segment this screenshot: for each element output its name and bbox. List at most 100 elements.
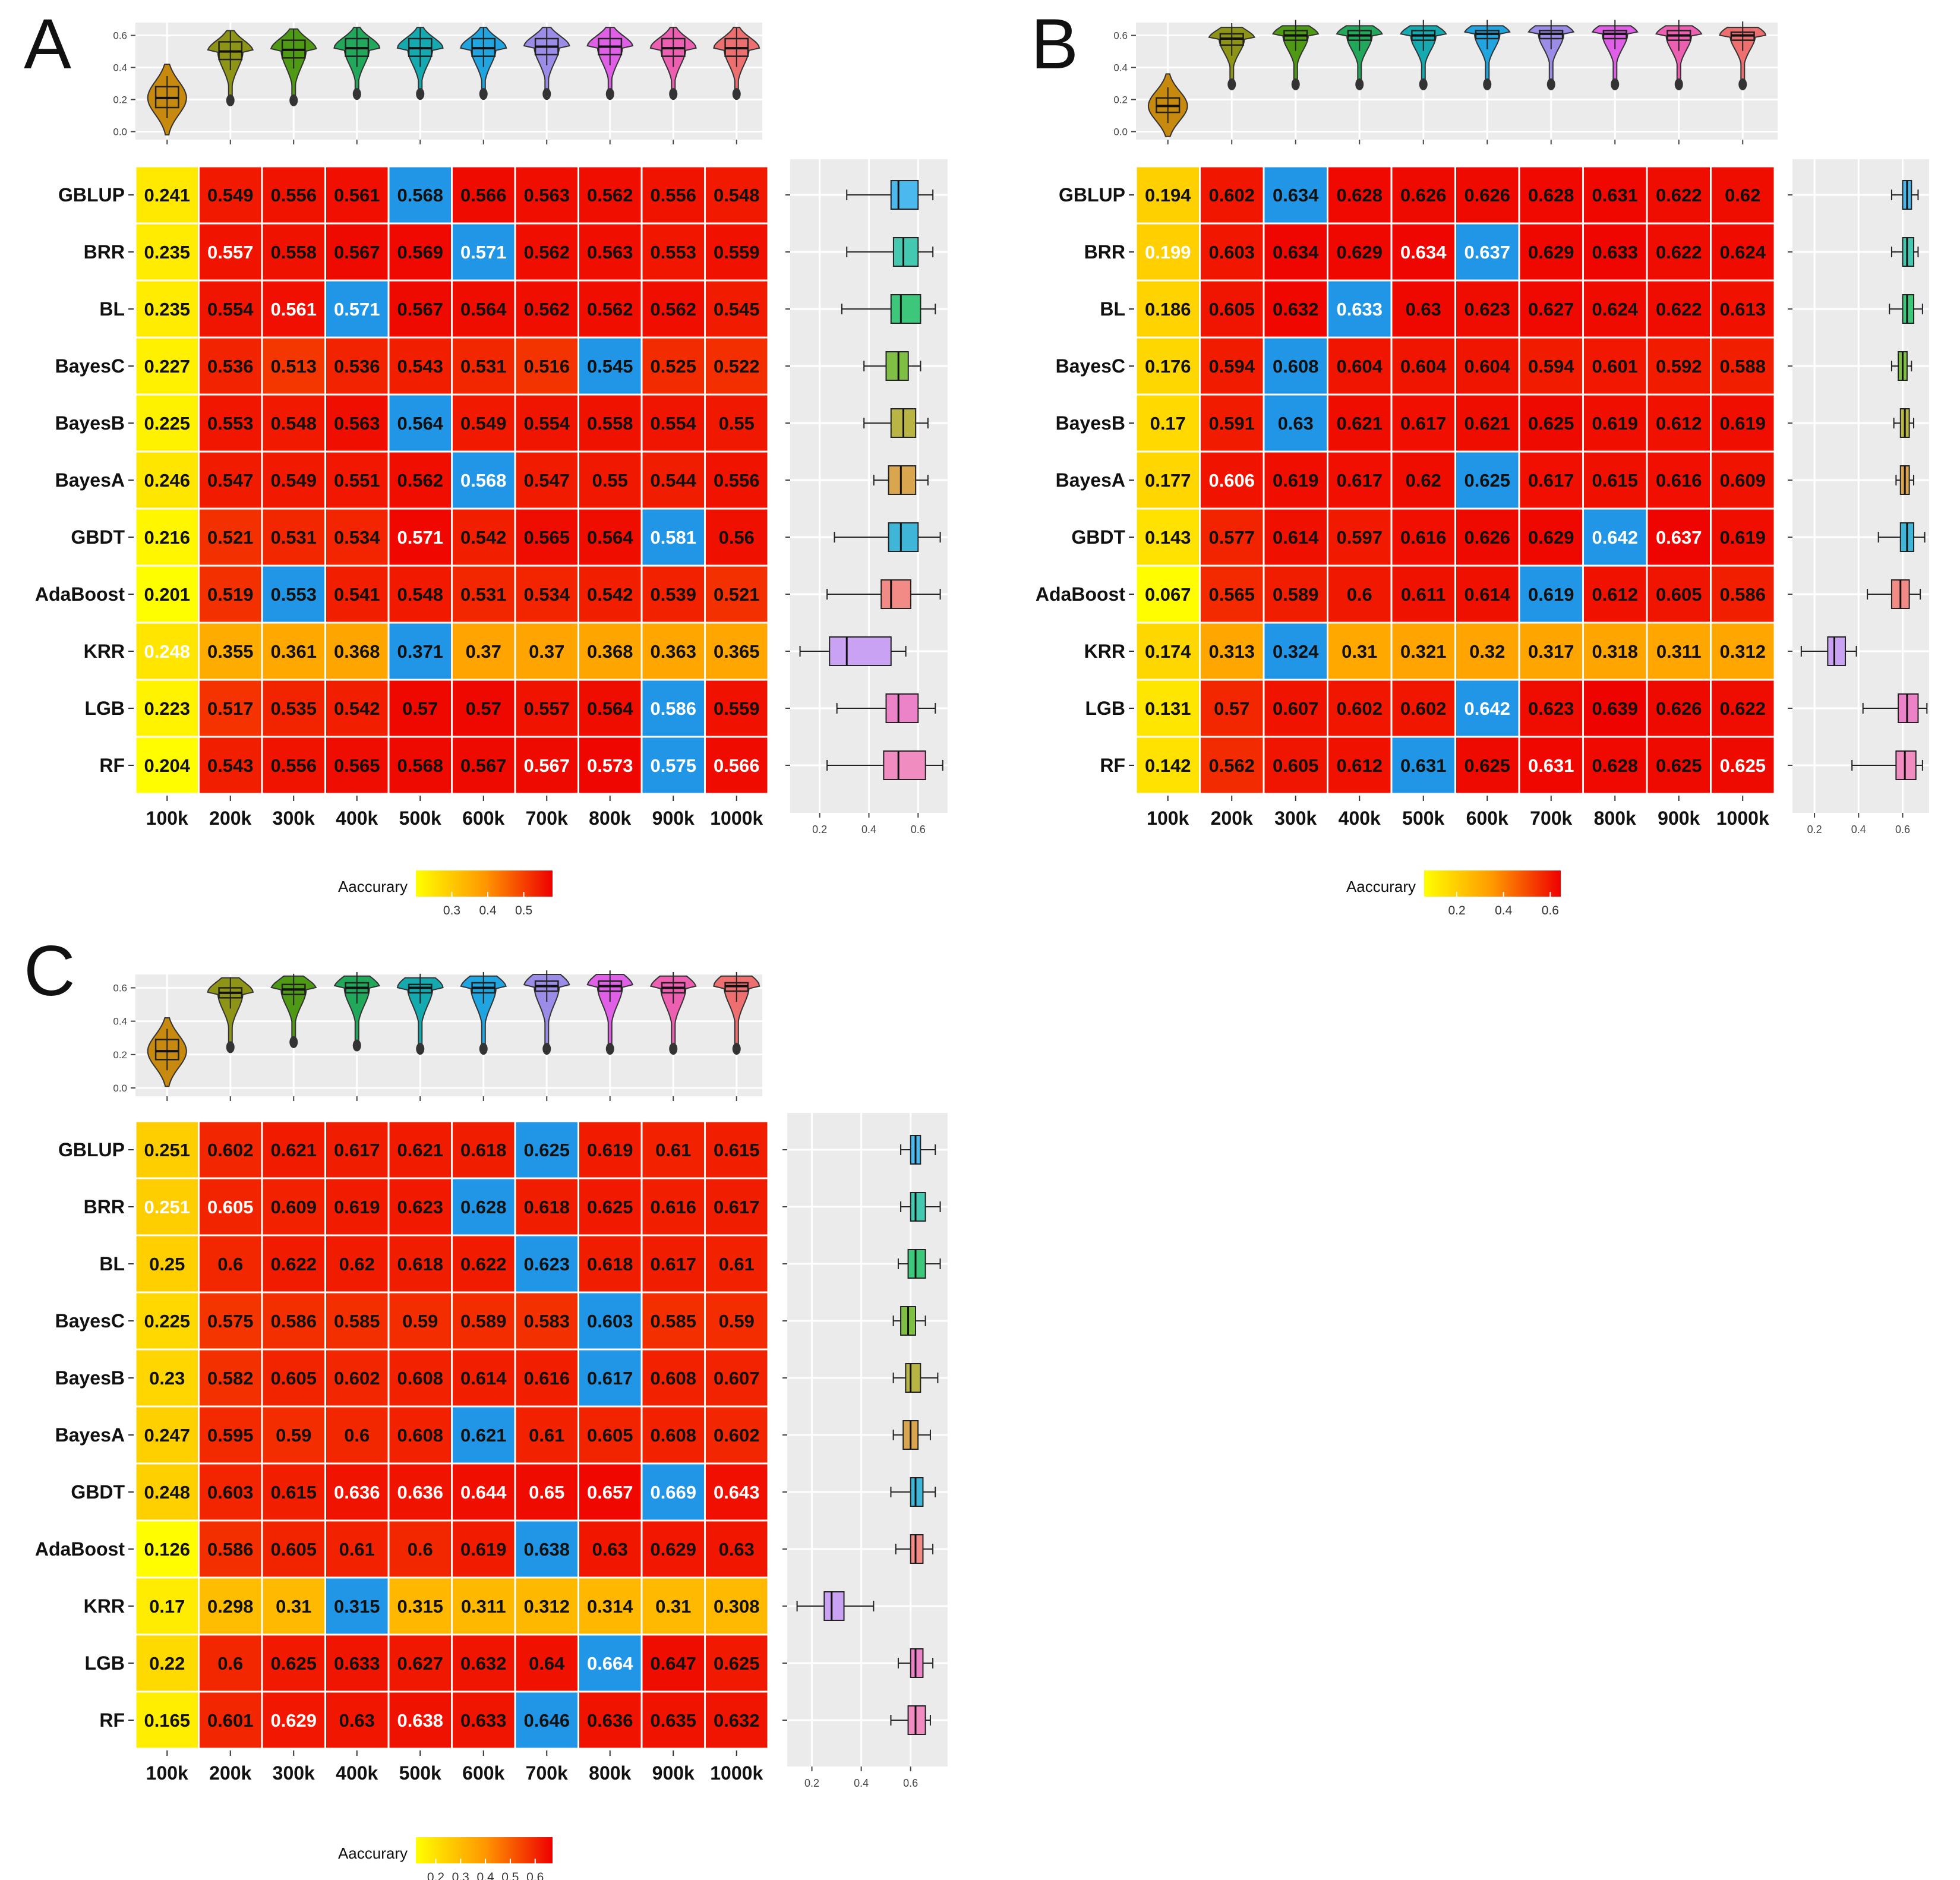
- heatmap-cell-label: 0.25: [149, 1254, 185, 1275]
- boxplot-box: [880, 579, 911, 609]
- heatmap-cell-label: 0.17: [1150, 413, 1186, 434]
- heatmap-cell-label: 0.59: [402, 1311, 438, 1332]
- column-label: 600k: [462, 1762, 504, 1784]
- heatmap-cell-label: 0.567: [460, 755, 507, 776]
- heatmap-cell: [1137, 281, 1199, 337]
- heatmap-cell-label: 0.567: [397, 299, 443, 320]
- heatmap-cell-label: 0.227: [144, 356, 190, 377]
- row-label: BayesB: [55, 412, 125, 434]
- heatmap-cell: [200, 566, 261, 622]
- heatmap-cell: [263, 509, 324, 565]
- heatmap-cell: [326, 395, 388, 451]
- heatmap-cell-label: 0.583: [523, 1311, 570, 1332]
- heatmap-cell-label: 0.626: [1464, 527, 1510, 548]
- heatmap-cell: [136, 1179, 198, 1235]
- heatmap-cell-label: 0.589: [1273, 584, 1319, 605]
- heatmap-cell: [1264, 680, 1327, 736]
- heatmap-cell: [1712, 338, 1774, 394]
- heatmap-cell: [1137, 338, 1199, 394]
- heatmap-cell: [1201, 623, 1263, 679]
- heatmap-cell-label: 0.165: [144, 1710, 190, 1731]
- heatmap-cell-label: 0.564: [587, 527, 633, 548]
- heatmap-cell-label: 0.553: [270, 584, 317, 605]
- heatmap-cell-label: 0.622: [1656, 299, 1702, 320]
- violin-outlier-tail: [226, 94, 235, 106]
- heatmap-cell: [516, 1521, 577, 1577]
- violin-outlier-tail: [1227, 78, 1236, 90]
- boxplot-box: [905, 1363, 921, 1393]
- heatmap-cell: [1392, 452, 1454, 508]
- row-label: BL: [99, 298, 125, 320]
- legend-colorbar: [416, 870, 553, 897]
- heatmap-cell: [200, 1521, 261, 1577]
- heatmap-cell: [579, 1179, 641, 1235]
- heatmap-cell: [1201, 566, 1263, 622]
- heatmap-cell: [1328, 566, 1391, 622]
- heatmap-cell-label: 0.312: [1719, 641, 1766, 662]
- heatmap-cell: [200, 1464, 261, 1520]
- heatmap-cell: [1456, 224, 1519, 280]
- heatmap-cell-label: 0.623: [1464, 299, 1510, 320]
- heatmap-cell: [453, 1293, 515, 1349]
- heatmap-cell: [1264, 737, 1327, 793]
- heatmap-cell: [389, 1521, 451, 1577]
- heatmap-cell: [1456, 509, 1519, 565]
- column-label: 300k: [273, 1762, 315, 1784]
- heatmap-cell: [1201, 167, 1263, 223]
- heatmap-cell: [516, 167, 577, 223]
- heatmap-cell: [706, 1122, 768, 1178]
- heatmap-cell: [200, 623, 261, 679]
- heatmap-cell-label: 0.368: [334, 641, 380, 662]
- heatmap-cell: [1392, 566, 1454, 622]
- heatmap-cell: [389, 1350, 451, 1406]
- violin-axis-tick-label: 0.6: [113, 30, 127, 42]
- violin-outlier-tail: [479, 88, 488, 100]
- heatmap-cell: [389, 1236, 451, 1292]
- heatmap-cell: [326, 1407, 388, 1463]
- heatmap-cell-label: 0.363: [650, 641, 696, 662]
- heatmap-cell-label: 0.567: [334, 242, 380, 263]
- heatmap-cell-label: 0.65: [529, 1482, 564, 1503]
- heatmap-cell-label: 0.614: [1464, 584, 1510, 605]
- heatmap-cell: [1647, 623, 1710, 679]
- heatmap-cell-label: 0.543: [397, 356, 443, 377]
- heatmap-cell-label: 0.607: [1273, 698, 1319, 719]
- heatmap-cell-label: 0.629: [270, 1710, 317, 1731]
- heatmap-cell: [1201, 509, 1263, 565]
- heatmap-cell: [706, 224, 768, 280]
- heatmap-cell: [453, 1464, 515, 1520]
- violin-outlier-tail: [1611, 78, 1620, 90]
- heatmap-cell-label: 0.616: [1400, 527, 1447, 548]
- heatmap-cell-label: 0.562: [523, 299, 570, 320]
- heatmap-cell: [1712, 395, 1774, 451]
- heatmap-cell-label: 0.632: [460, 1653, 507, 1674]
- heatmap-cell: [1264, 338, 1327, 394]
- heatmap-cell: [1520, 395, 1582, 451]
- heatmap-cell-label: 0.625: [587, 1197, 633, 1217]
- heatmap-cell: [1712, 623, 1774, 679]
- heatmap-cell-label: 0.298: [207, 1596, 254, 1617]
- heatmap-cell-label: 0.251: [144, 1140, 190, 1160]
- heatmap-cell-label: 0.59: [276, 1425, 311, 1446]
- heatmap-cell-label: 0.241: [144, 185, 190, 206]
- row-label: BL: [99, 1253, 125, 1275]
- heatmap-cell: [706, 1407, 768, 1463]
- heatmap-cell: [136, 224, 198, 280]
- heatmap-cell-label: 0.17: [149, 1596, 185, 1617]
- heatmap-cell: [453, 1578, 515, 1634]
- heatmap-cell-label: 0.22: [149, 1653, 185, 1674]
- heatmap-cell-label: 0.248: [144, 1482, 190, 1503]
- heatmap-cell: [1712, 452, 1774, 508]
- heatmap-cell: [642, 1635, 704, 1691]
- heatmap-cell: [389, 680, 451, 736]
- heatmap-cell-label: 0.617: [1336, 470, 1383, 491]
- heatmap-cell-label: 0.605: [270, 1539, 317, 1560]
- boxplot-axis-tick-label: 0.4: [854, 1777, 869, 1789]
- heatmap-cell-label: 0.557: [523, 698, 570, 719]
- heatmap-cell-label: 0.577: [1208, 527, 1255, 548]
- heatmap-cell: [1520, 680, 1582, 736]
- heatmap-cell-label: 0.612: [1336, 755, 1383, 776]
- heatmap-cell-label: 0.142: [1145, 755, 1191, 776]
- heatmap-cell-label: 0.602: [1208, 185, 1255, 206]
